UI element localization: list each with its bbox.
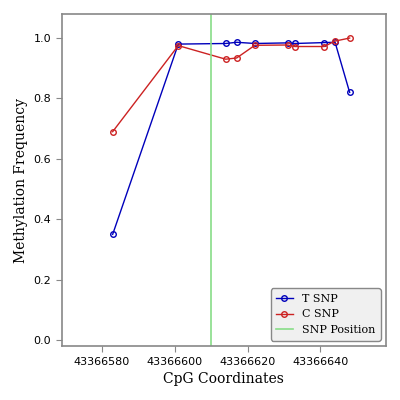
C SNP <box>285 42 290 47</box>
C SNP <box>110 129 115 134</box>
T SNP <box>234 40 239 45</box>
T SNP <box>347 90 352 95</box>
T SNP <box>333 40 338 45</box>
Legend: T SNP, C SNP, SNP Position: T SNP, C SNP, SNP Position <box>270 288 380 340</box>
T SNP <box>252 41 257 46</box>
X-axis label: CpG Coordinates: CpG Coordinates <box>164 372 284 386</box>
C SNP <box>292 44 297 49</box>
Line: C SNP: C SNP <box>110 35 352 134</box>
C SNP <box>223 57 228 62</box>
C SNP <box>322 44 326 49</box>
C SNP <box>347 36 352 40</box>
T SNP <box>285 40 290 45</box>
T SNP <box>292 41 297 46</box>
Line: T SNP: T SNP <box>110 40 352 237</box>
T SNP <box>322 40 326 45</box>
T SNP <box>176 42 181 46</box>
C SNP <box>234 56 239 60</box>
T SNP <box>110 232 115 237</box>
C SNP <box>176 43 181 48</box>
C SNP <box>252 43 257 48</box>
T SNP <box>223 41 228 46</box>
Y-axis label: Methylation Frequency: Methylation Frequency <box>14 98 28 262</box>
C SNP <box>333 39 338 44</box>
